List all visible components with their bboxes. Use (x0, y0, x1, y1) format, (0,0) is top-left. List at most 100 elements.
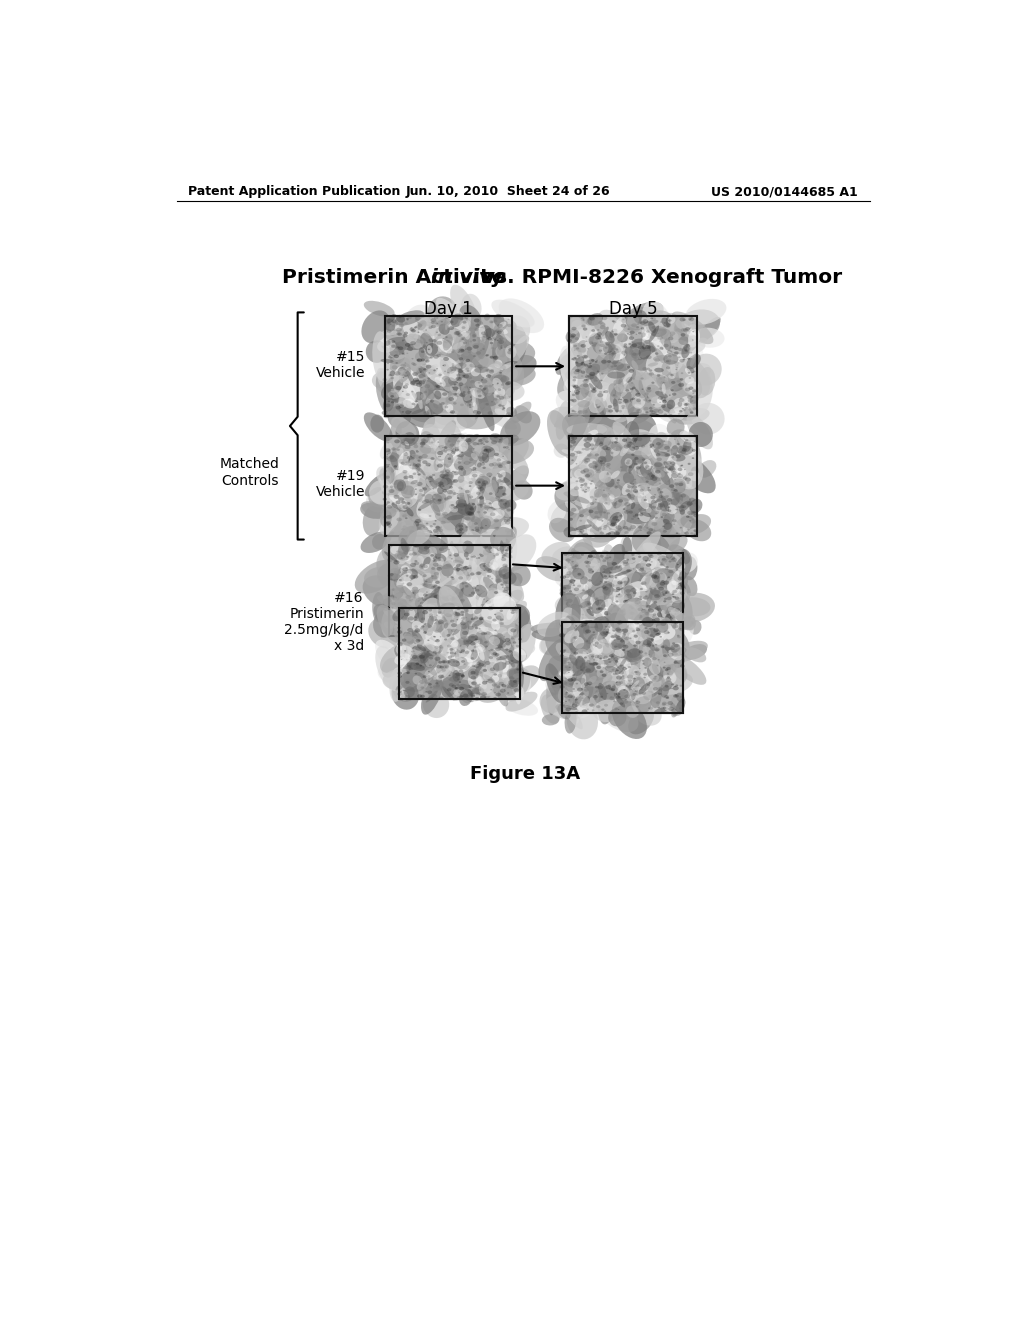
Ellipse shape (622, 302, 664, 330)
Ellipse shape (506, 692, 538, 711)
Ellipse shape (578, 341, 586, 347)
Ellipse shape (456, 503, 474, 516)
Ellipse shape (472, 618, 475, 619)
Ellipse shape (634, 696, 649, 709)
Ellipse shape (392, 591, 403, 601)
Ellipse shape (408, 609, 416, 622)
Ellipse shape (653, 480, 663, 488)
Ellipse shape (604, 347, 607, 348)
Ellipse shape (612, 630, 615, 632)
Ellipse shape (596, 630, 601, 634)
Ellipse shape (408, 529, 430, 546)
Ellipse shape (625, 694, 630, 698)
Ellipse shape (587, 487, 590, 488)
Ellipse shape (656, 375, 665, 384)
Ellipse shape (468, 574, 470, 577)
Ellipse shape (657, 411, 674, 422)
Ellipse shape (485, 631, 490, 635)
Ellipse shape (567, 488, 579, 502)
Ellipse shape (580, 635, 584, 638)
Ellipse shape (642, 465, 653, 471)
Ellipse shape (593, 465, 597, 470)
Ellipse shape (422, 605, 436, 615)
Ellipse shape (477, 482, 480, 483)
Ellipse shape (590, 635, 605, 648)
Ellipse shape (505, 381, 510, 385)
Ellipse shape (558, 671, 566, 678)
Ellipse shape (582, 334, 587, 339)
Ellipse shape (684, 532, 686, 533)
Ellipse shape (396, 346, 399, 348)
Ellipse shape (470, 573, 474, 576)
Ellipse shape (459, 591, 464, 595)
Ellipse shape (389, 601, 396, 610)
Ellipse shape (433, 407, 455, 425)
Ellipse shape (391, 345, 395, 348)
Ellipse shape (442, 334, 453, 351)
Ellipse shape (416, 619, 419, 620)
Ellipse shape (457, 684, 460, 686)
Ellipse shape (575, 626, 578, 627)
Ellipse shape (578, 400, 590, 408)
Ellipse shape (451, 370, 454, 371)
Ellipse shape (431, 694, 437, 698)
Ellipse shape (441, 632, 444, 635)
Ellipse shape (508, 627, 517, 636)
Ellipse shape (418, 321, 427, 330)
Ellipse shape (438, 586, 466, 630)
Ellipse shape (474, 616, 478, 619)
Ellipse shape (630, 330, 635, 334)
Ellipse shape (584, 507, 605, 524)
Ellipse shape (410, 585, 425, 589)
Ellipse shape (482, 453, 484, 454)
Ellipse shape (409, 326, 419, 345)
Ellipse shape (581, 371, 586, 374)
Ellipse shape (606, 343, 610, 346)
Ellipse shape (585, 590, 589, 594)
Ellipse shape (640, 463, 654, 480)
Ellipse shape (400, 569, 431, 598)
Ellipse shape (504, 655, 508, 657)
Ellipse shape (656, 688, 663, 692)
Ellipse shape (570, 335, 574, 339)
Ellipse shape (574, 337, 579, 341)
Ellipse shape (457, 638, 464, 653)
Ellipse shape (426, 393, 433, 404)
Ellipse shape (442, 378, 457, 392)
Ellipse shape (646, 355, 651, 359)
Ellipse shape (641, 570, 646, 573)
Ellipse shape (468, 634, 478, 643)
Ellipse shape (456, 672, 461, 676)
Ellipse shape (665, 454, 669, 457)
Ellipse shape (629, 620, 643, 627)
Ellipse shape (607, 521, 612, 525)
Ellipse shape (561, 576, 566, 579)
Ellipse shape (606, 473, 609, 475)
Ellipse shape (662, 704, 666, 706)
Ellipse shape (616, 694, 625, 704)
Ellipse shape (608, 671, 612, 673)
Ellipse shape (663, 594, 666, 595)
Ellipse shape (452, 364, 459, 371)
Ellipse shape (474, 639, 477, 640)
Ellipse shape (407, 627, 409, 630)
Ellipse shape (428, 612, 442, 624)
Ellipse shape (496, 553, 499, 556)
Ellipse shape (670, 603, 682, 614)
Ellipse shape (468, 675, 483, 688)
Ellipse shape (642, 543, 685, 570)
Ellipse shape (565, 583, 605, 612)
Ellipse shape (475, 693, 479, 694)
Ellipse shape (606, 533, 609, 536)
Ellipse shape (423, 557, 431, 566)
Ellipse shape (483, 626, 488, 628)
Ellipse shape (435, 384, 439, 387)
Ellipse shape (622, 334, 632, 347)
Ellipse shape (489, 558, 506, 570)
Ellipse shape (565, 370, 579, 379)
Ellipse shape (590, 639, 596, 645)
Ellipse shape (415, 593, 426, 603)
Ellipse shape (657, 409, 664, 413)
Ellipse shape (398, 525, 426, 550)
Ellipse shape (607, 626, 610, 628)
